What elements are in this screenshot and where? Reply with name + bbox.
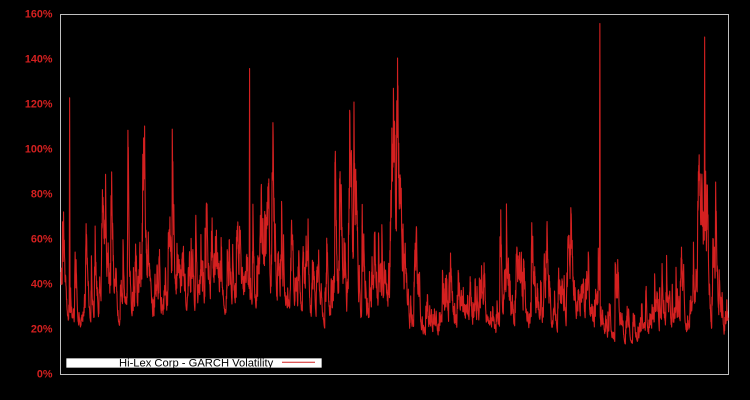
svg-text:120%: 120% [25, 99, 53, 111]
svg-text:160%: 160% [25, 9, 53, 21]
svg-text:20%: 20% [31, 324, 53, 336]
svg-text:0%: 0% [37, 369, 53, 381]
svg-text:Hi-Lex Corp - GARCH Volatility: Hi-Lex Corp - GARCH Volatility [119, 357, 274, 369]
svg-text:100%: 100% [25, 144, 53, 156]
svg-text:140%: 140% [25, 54, 53, 66]
svg-text:60%: 60% [31, 234, 53, 246]
svg-text:40%: 40% [31, 279, 53, 291]
svg-text:80%: 80% [31, 189, 53, 201]
